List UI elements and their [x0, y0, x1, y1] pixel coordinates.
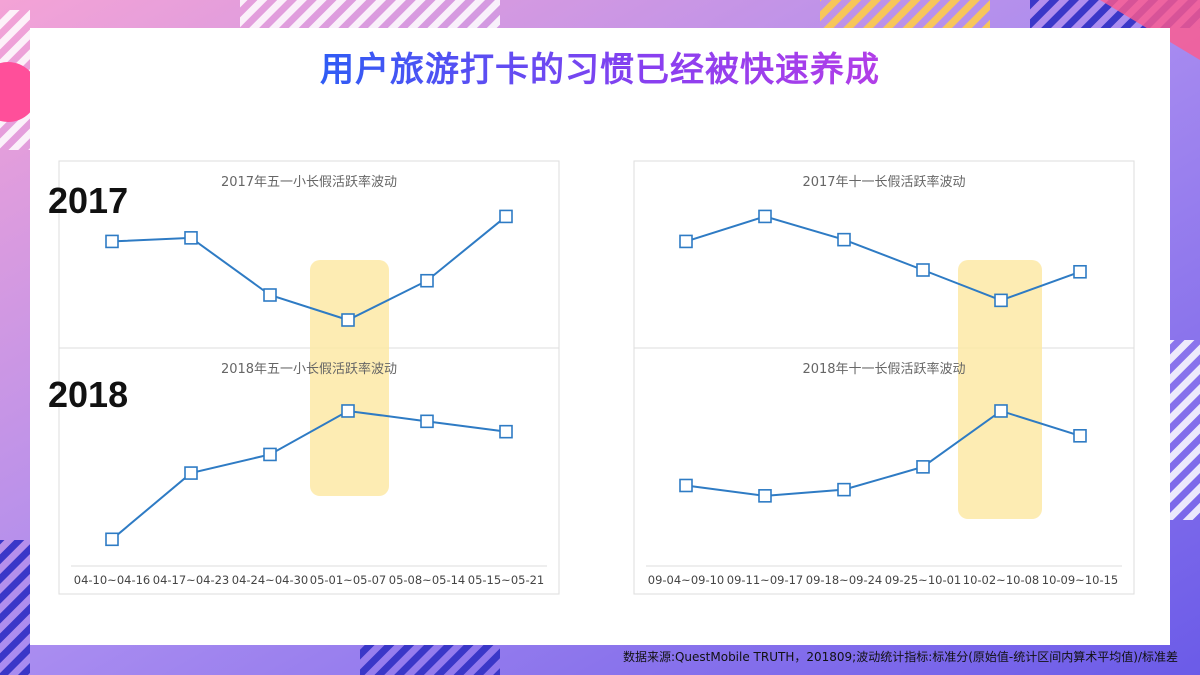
x-tick-label-0-5: 05-15~05-21	[468, 573, 544, 587]
data-point-0-5	[499, 209, 513, 224]
series-line-0	[111, 215, 507, 322]
x-tick-label-1-5: 10-09~10-15	[1042, 573, 1118, 587]
data-point-0-1	[184, 231, 198, 245]
x-tick-label-1-2: 09-18~09-24	[806, 573, 882, 587]
x-tick-label-0-4: 05-08~05-14	[389, 573, 465, 587]
data-point-3-0	[679, 478, 693, 493]
data-point-2-1	[758, 209, 772, 224]
data-point-2-2	[837, 232, 851, 247]
x-tick-label-0-3: 05-01~05-07	[310, 573, 386, 587]
data-point-1-3	[341, 404, 355, 418]
year-label-2018: 2018	[48, 374, 129, 415]
data-point-3-1	[758, 489, 772, 503]
data-point-2-4	[994, 293, 1008, 308]
data-point-3-5	[1073, 429, 1087, 443]
chart-title-1: 2018年五一小长假活跃率波动	[221, 361, 397, 377]
chart-title-0: 2017年五一小长假活跃率波动	[221, 174, 397, 190]
data-point-1-0	[105, 532, 119, 547]
x-tick-label-0-2: 04-24~04-30	[232, 573, 308, 587]
data-point-1-4	[420, 414, 434, 429]
data-point-1-2	[263, 447, 277, 462]
data-point-1-1	[184, 466, 198, 480]
x-tick-label-1-3: 09-25~10-01	[885, 573, 961, 587]
data-point-2-5	[1073, 264, 1087, 279]
page-title-text: 用户旅游打卡的习惯已经被快速养成	[320, 50, 880, 90]
data-point-3-3	[916, 460, 930, 474]
data-point-0-0	[105, 234, 119, 249]
x-tick-label-1-4: 10-02~10-08	[963, 573, 1039, 587]
chart-frame-1	[633, 160, 1135, 595]
highlight-band-0	[310, 260, 389, 496]
highlight-band-1	[958, 260, 1042, 519]
chart-title-3: 2018年十一长假活跃率波动	[802, 361, 965, 377]
series-line-2	[685, 215, 1081, 302]
data-point-1-5	[499, 424, 513, 439]
data-point-3-2	[837, 482, 851, 497]
year-label-2017: 2017	[48, 180, 129, 221]
data-point-0-2	[263, 288, 277, 302]
data-point-0-3	[341, 313, 355, 327]
data-source-note: 数据来源:QuestMobile TRUTH，201809;波动统计指标:标准分…	[622, 650, 1178, 664]
chart-frame-0	[58, 160, 560, 595]
data-point-2-3	[916, 263, 930, 277]
data-point-3-4	[994, 404, 1008, 418]
page-title: 用户旅游打卡的习惯已经被快速养成	[0, 42, 1200, 91]
series-line-3	[685, 409, 1081, 497]
x-tick-label-1-0: 09-04~09-10	[648, 573, 724, 587]
series-line-1	[111, 409, 507, 541]
x-tick-label-1-1: 09-11~09-17	[727, 573, 803, 587]
x-tick-label-0-1: 04-17~04-23	[153, 573, 229, 587]
x-tick-label-0-0: 04-10~04-16	[74, 573, 150, 587]
data-point-2-0	[679, 234, 693, 249]
chart-title-2: 2017年十一长假活跃率波动	[802, 174, 965, 190]
data-point-0-4	[420, 273, 434, 288]
